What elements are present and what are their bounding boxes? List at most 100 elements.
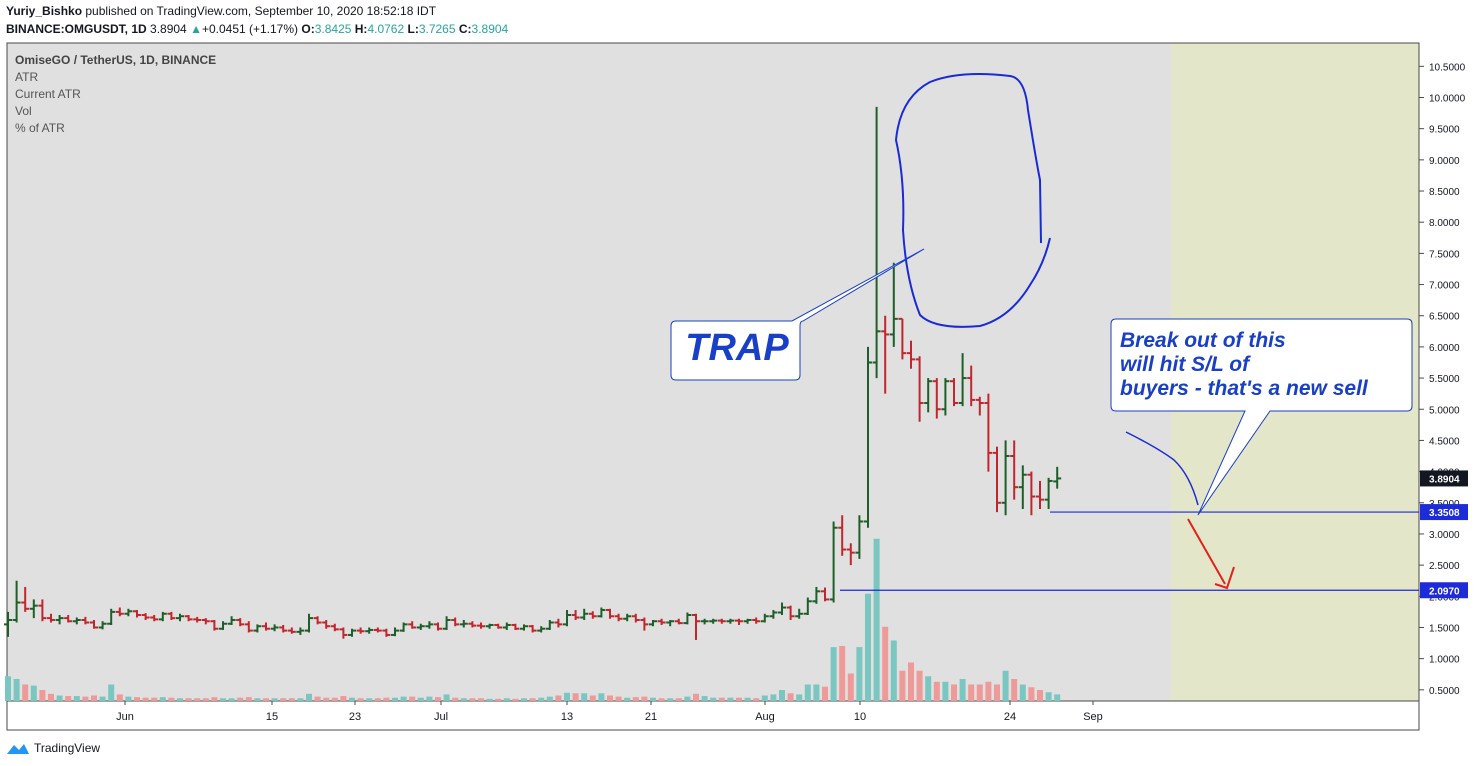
legend-current-atr[interactable]: Current ATR bbox=[15, 87, 81, 101]
volume-bar bbox=[254, 698, 261, 701]
legend-atr[interactable]: ATR bbox=[15, 70, 39, 84]
ohlc-bar bbox=[829, 521, 838, 603]
open-value: 3.8425 bbox=[314, 22, 352, 36]
ohlc-bar bbox=[47, 613, 55, 623]
ohlc-bar bbox=[348, 628, 356, 637]
note-callout bbox=[1110, 318, 1413, 516]
volume-bar bbox=[177, 698, 183, 701]
volume-bar bbox=[357, 698, 364, 701]
volume-bar bbox=[159, 697, 166, 701]
ohlc-bar bbox=[193, 616, 202, 623]
volume-bar bbox=[994, 684, 1000, 701]
ohlc-bar bbox=[657, 618, 666, 625]
ohlc-bar bbox=[296, 627, 305, 635]
price-tick-label: 10.5000 bbox=[1429, 62, 1466, 73]
time-tick-label: 15 bbox=[266, 711, 278, 723]
ohlc-bar bbox=[287, 627, 296, 634]
ohlc-bar bbox=[1010, 440, 1019, 500]
volume-bars bbox=[5, 538, 1061, 701]
legend-percent-atr[interactable]: % of ATR bbox=[15, 121, 65, 135]
volume-bar bbox=[426, 696, 433, 701]
volume-bar bbox=[908, 662, 914, 701]
volume-bar bbox=[890, 640, 897, 701]
ohlc-bar bbox=[416, 623, 425, 630]
volume-bar bbox=[710, 697, 717, 701]
volume-bar bbox=[392, 697, 398, 701]
ohlc-bar bbox=[434, 622, 442, 631]
ohlc-bar bbox=[201, 618, 210, 625]
volume-bar bbox=[220, 698, 226, 701]
ohlc-bar bbox=[244, 621, 253, 633]
ohlc-bar bbox=[743, 618, 752, 624]
volume-bar bbox=[847, 673, 854, 701]
volume-bar bbox=[959, 679, 966, 701]
ohlc-bars bbox=[4, 106, 1062, 640]
ohlc-bar bbox=[4, 611, 12, 637]
volume-bar bbox=[925, 676, 932, 701]
volume-bar bbox=[73, 696, 80, 701]
ohlc-bar bbox=[975, 396, 984, 416]
volume-bar bbox=[899, 670, 906, 701]
volume-bar bbox=[1045, 692, 1052, 701]
horizontal-levels bbox=[840, 511, 1419, 591]
volume-bar bbox=[486, 698, 493, 701]
price-label-box bbox=[1420, 470, 1468, 487]
ohlc-bar bbox=[838, 515, 847, 556]
footer-brand[interactable]: TradingView bbox=[6, 738, 100, 758]
ohlc-bar bbox=[1044, 477, 1053, 510]
time-tick-label: 21 bbox=[645, 711, 657, 723]
ohlc-bar bbox=[872, 106, 881, 379]
ohlc-bar bbox=[494, 623, 503, 629]
legend-vol[interactable]: Vol bbox=[15, 104, 32, 118]
volume-bar bbox=[297, 698, 304, 701]
author-name[interactable]: Yuriy_Bishko bbox=[6, 4, 83, 18]
ohlc-bar bbox=[666, 619, 675, 627]
ohlc-bar bbox=[554, 618, 563, 628]
volume-bar bbox=[116, 694, 123, 701]
volume-bar bbox=[30, 685, 37, 701]
time-tick-label: 23 bbox=[349, 711, 361, 723]
ohlc-bar bbox=[520, 624, 528, 631]
price-tick-label: 1.0000 bbox=[1429, 655, 1460, 666]
up-triangle-icon: ▲ bbox=[190, 22, 202, 36]
price-label: 3.3508 bbox=[1429, 508, 1460, 519]
low-value: 3.7265 bbox=[418, 22, 456, 36]
price-tick-label: 3.0000 bbox=[1429, 530, 1460, 541]
volume-bar bbox=[168, 697, 175, 701]
volume-bar bbox=[865, 593, 871, 701]
ohlc-bar bbox=[898, 317, 907, 360]
ohlc-bar bbox=[279, 624, 288, 633]
volume-bar bbox=[245, 697, 252, 701]
ohlc-bar bbox=[425, 621, 434, 629]
ohlc-bar bbox=[1036, 480, 1044, 510]
volume-bar bbox=[546, 696, 553, 701]
time-tick-label: 13 bbox=[561, 711, 573, 723]
volume-bar bbox=[409, 696, 416, 701]
price-tick-label: 7.5000 bbox=[1429, 249, 1460, 260]
time-axis: Jun 15 23 Jul 13 21 Aug 10 24 Sep bbox=[116, 701, 1103, 723]
ohlc-bar bbox=[1053, 466, 1062, 489]
volume-bar bbox=[314, 696, 321, 701]
ohlc-bar bbox=[769, 610, 778, 619]
ohlc-bar bbox=[227, 616, 236, 625]
volume-bar bbox=[383, 697, 390, 701]
ohlc-bar bbox=[451, 617, 460, 627]
volume-bar bbox=[770, 694, 777, 701]
volume-bar bbox=[796, 694, 803, 701]
ohlc-bar bbox=[330, 623, 339, 632]
ohlc-bar bbox=[167, 611, 176, 620]
hand-drawn-annotations: TRAP Break out of this will hit S/L of b… bbox=[670, 73, 1413, 590]
volume-bar bbox=[667, 698, 674, 701]
close-value: 3.8904 bbox=[471, 22, 509, 36]
ohlc-bar bbox=[683, 612, 692, 625]
volume-bar bbox=[5, 676, 11, 701]
volume-bar bbox=[495, 698, 502, 701]
volume-bar bbox=[503, 698, 510, 701]
volume-bar bbox=[306, 693, 312, 701]
volume-bar bbox=[727, 697, 734, 701]
ohlc-bar bbox=[528, 624, 537, 633]
volume-bar bbox=[968, 684, 975, 701]
arrow-down-icon bbox=[1187, 518, 1235, 590]
ohlc-bar bbox=[322, 619, 331, 629]
